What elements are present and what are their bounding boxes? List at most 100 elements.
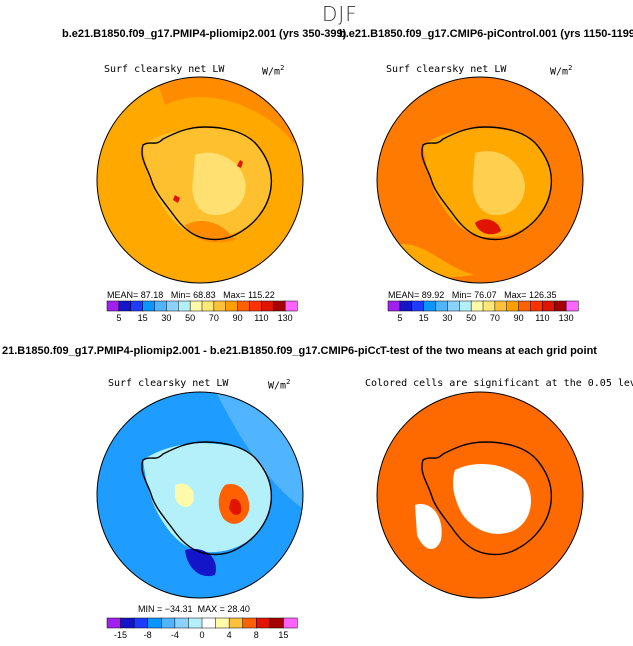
panel1-colorbar-tick-label: 5 xyxy=(116,313,121,323)
panel1-colorbar-swatch xyxy=(154,300,167,312)
panel2-colorbar-tick-label: 50 xyxy=(466,313,476,323)
panel2-colorbar-swatch xyxy=(459,300,472,312)
panel3-colorbar-swatch xyxy=(106,617,122,629)
panel3-colorbar-swatch xyxy=(269,617,284,629)
panel4-nonsig-region xyxy=(415,504,442,550)
panel1-colorbar: 5 15 30 50 70 90 110 130 xyxy=(106,300,298,323)
panel4-variable: Colored cells are significant at the 0.0… xyxy=(365,378,633,389)
panel4-nonsig-interior xyxy=(452,464,531,534)
panel2-title: b.e21.B1850.f09_g17.CMIP6-piControl.001 … xyxy=(339,28,633,40)
panel3-dark-blue xyxy=(185,548,216,577)
panel3-frame xyxy=(96,391,304,599)
panel2-colorbar-swatch xyxy=(447,300,460,312)
panel1-ross-shelf xyxy=(185,220,235,243)
panel1-units: W/m2 xyxy=(262,64,285,78)
panel3-colorbar-tick-label: -8 xyxy=(144,630,152,640)
panel2-colorbar-swatch xyxy=(399,300,413,312)
panel3-colorbar-tick-label: -4 xyxy=(171,630,179,640)
panel2-colorbar-swatch xyxy=(387,300,401,312)
panel3-colorbar-swatch xyxy=(283,617,298,629)
panel2-colorbar-tick-label: 70 xyxy=(490,313,500,323)
panel3-colorbar-swatch xyxy=(215,617,230,629)
panel3-stats: MIN = −34.31 MAX = 28.40 xyxy=(138,604,250,614)
panel1-interior xyxy=(192,152,246,215)
panel1-colorbar-swatch xyxy=(284,300,298,312)
panel2-variable: Surf clearsky net LW xyxy=(386,64,507,75)
panel1-colorbar-tick-label: 15 xyxy=(138,313,148,323)
panel1-colorbar-swatch xyxy=(273,300,286,312)
panel3-colorbar-swatch xyxy=(242,617,257,629)
panel2-interior xyxy=(472,151,525,216)
panel1-colorbar-swatch xyxy=(118,300,132,312)
panel2-colorbar-swatch xyxy=(482,300,496,312)
panel1-title: b.e21.B1850.f09_g17.PMIP4-pliomip2.001 (… xyxy=(62,28,347,40)
panel3-colorbar-swatch xyxy=(174,617,189,629)
panel1-colorbar-tick-label: 30 xyxy=(161,313,171,323)
panel1-coastline xyxy=(141,126,273,241)
panel3-colorbar-tick-label: 0 xyxy=(199,630,204,640)
panel1-colorbar-tick-label: 90 xyxy=(233,313,243,323)
panel1-colorbar-swatch xyxy=(166,300,179,312)
panel3-colorbar-swatch xyxy=(228,617,244,629)
panel1-colorbar-swatch xyxy=(106,300,120,312)
panel1-colorbar-swatch xyxy=(201,300,215,312)
panel1-colorbar-swatch xyxy=(189,300,203,312)
panel1-colorbar-swatch xyxy=(213,300,227,312)
panel3-yellow-patch xyxy=(175,483,194,507)
panel1-frame xyxy=(96,76,304,284)
panel1-colorbar-tick-label: 130 xyxy=(278,313,293,323)
panel2-colorbar-tick-label: 15 xyxy=(419,313,429,323)
panel2-coastline xyxy=(421,126,553,241)
panel3-colorbar-tick-label: -15 xyxy=(114,630,127,640)
panel3-variable: Surf clearsky net LW xyxy=(108,378,229,389)
panel2-colorbar-swatch xyxy=(518,300,532,312)
panel2-colorbar-swatch xyxy=(494,300,508,312)
panel3-colorbar-swatch xyxy=(201,617,217,629)
panel2-frame xyxy=(376,76,584,284)
panel2-colorbar-swatch xyxy=(506,300,520,312)
panel2-colorbar-tick-label: 30 xyxy=(442,313,452,323)
panel3-colorbar-swatch xyxy=(120,617,135,629)
panel1-variable: Surf clearsky net LW xyxy=(104,64,225,75)
panel3-colorbar-tick-label: 15 xyxy=(278,630,288,640)
panel2-colorbar-swatch xyxy=(554,300,567,312)
panel2-units: W/m2 xyxy=(550,64,573,78)
panel2-map xyxy=(376,76,584,284)
panel2-colorbar-tick-label: 110 xyxy=(535,313,549,323)
panel1-colorbar-tick-label: 110 xyxy=(254,313,268,323)
panel1-colorbar-swatch xyxy=(178,300,191,312)
panel1-colorbar-tick-label: 50 xyxy=(185,313,195,323)
panel3-continent-fill xyxy=(143,443,272,553)
panel2-colorbar: 5 15 30 50 70 90 110 130 xyxy=(387,300,579,323)
panel3-colorbar-swatch xyxy=(161,617,176,629)
panel1-stats: MEAN= 87.18 Min= 68.83 Max= 115.22 xyxy=(107,290,275,300)
figure-title: DJF xyxy=(322,2,358,26)
panel2-red-patch xyxy=(475,219,501,235)
panel3-colorbar: -15 -8 -4 0 4 8 15 xyxy=(106,617,298,640)
panel2-colorbar-swatch xyxy=(542,300,555,312)
panel3-title: 21.B1850.f09_g17.PMIP4-pliomip2.001 - b.… xyxy=(2,345,429,357)
panel2-colorbar-swatch xyxy=(470,300,484,312)
panel3-colorbar-swatch xyxy=(133,617,149,629)
panel2-colorbar-swatch xyxy=(565,300,579,312)
panel1-colorbar-swatch xyxy=(249,300,262,312)
panel1-map xyxy=(96,76,304,284)
panel3-red-core xyxy=(229,498,242,515)
panel4-frame xyxy=(376,391,584,599)
panel3-map xyxy=(96,391,304,599)
panel1-colorbar-swatch xyxy=(225,300,239,312)
panel2-colorbar-tick-label: 90 xyxy=(514,313,524,323)
panel1-colorbar-swatch xyxy=(261,300,274,312)
panel3-units: W/m2 xyxy=(268,378,291,392)
panel1-colorbar-swatch xyxy=(142,300,156,312)
panel1-colorbar-tick-label: 70 xyxy=(209,313,219,323)
panel1-colorbar-swatch xyxy=(237,300,251,312)
panel3-colorbar-tick-label: 8 xyxy=(254,630,259,640)
panel3-colorbar-swatch xyxy=(188,617,203,629)
panel2-colorbar-swatch xyxy=(435,300,448,312)
panel3-colorbar-swatch xyxy=(256,617,271,629)
panel3-colorbar-swatch xyxy=(147,617,162,629)
panel2-colorbar-swatch xyxy=(423,300,437,312)
panel2-colorbar-tick-label: 130 xyxy=(559,313,574,323)
panel2-colorbar-swatch xyxy=(411,300,425,312)
